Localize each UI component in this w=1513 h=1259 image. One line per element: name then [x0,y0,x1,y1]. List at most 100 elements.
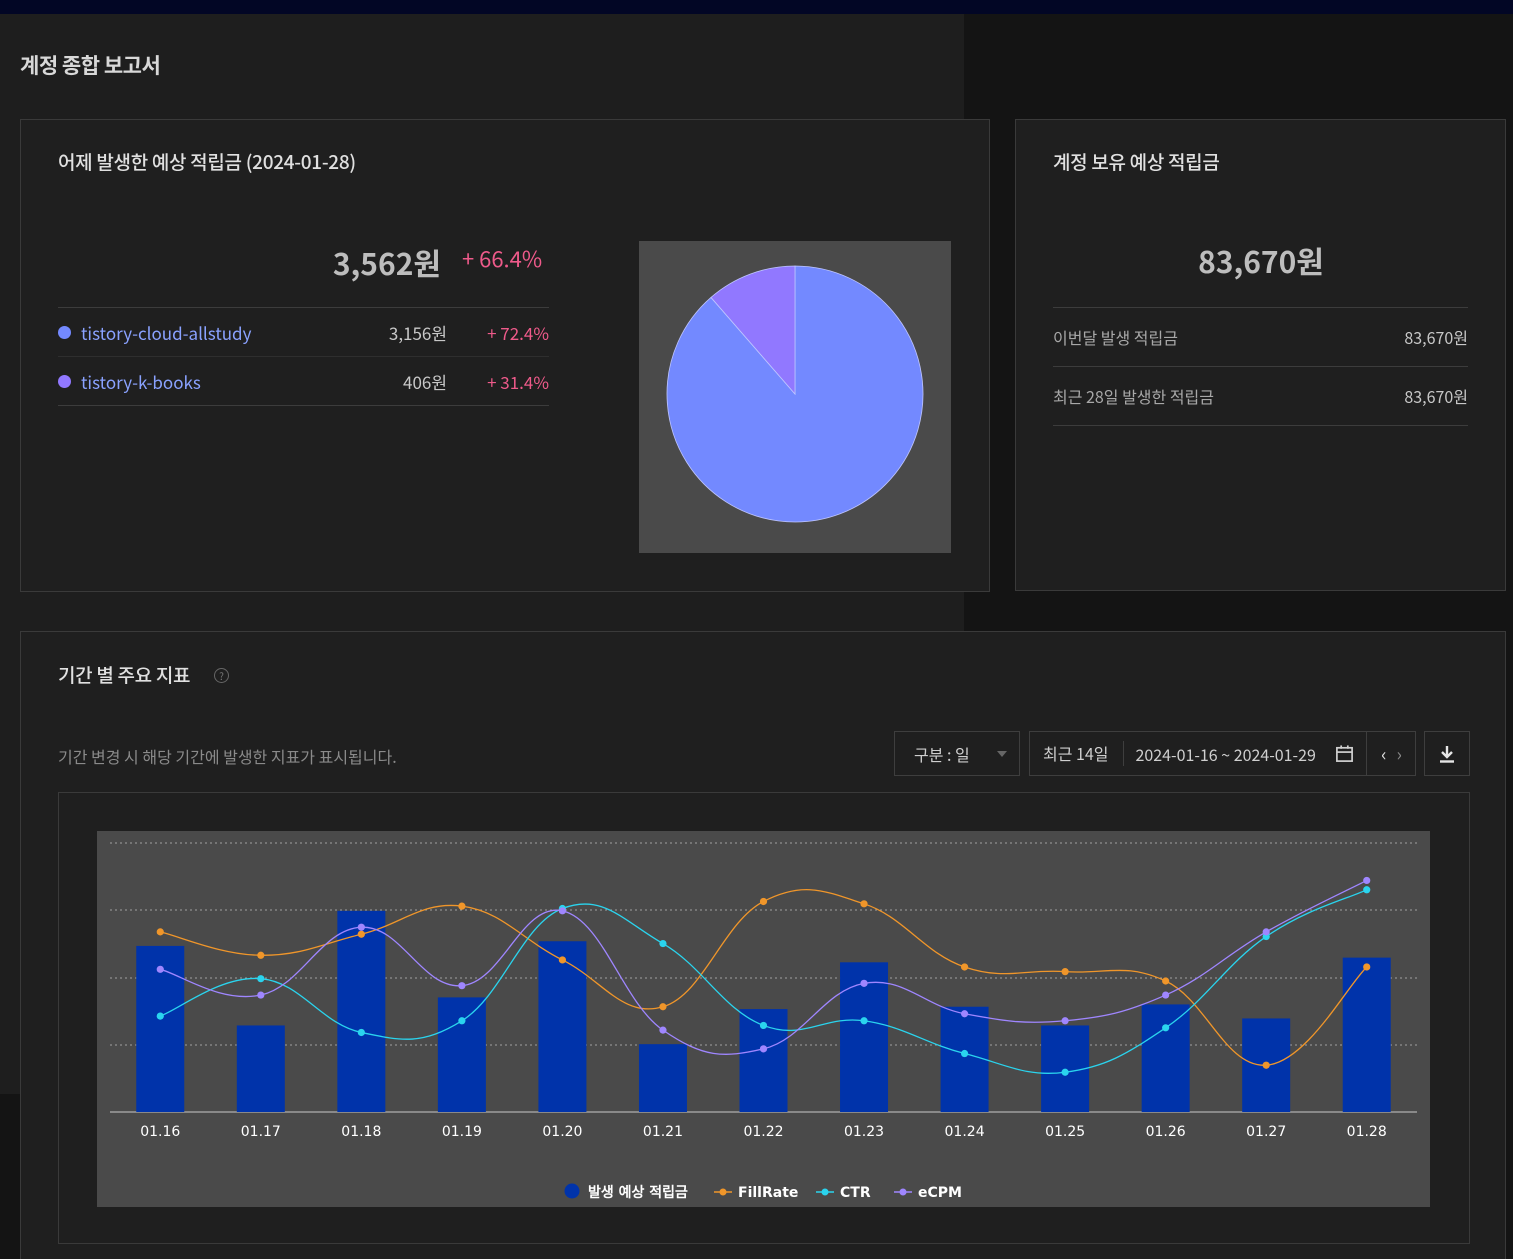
x-tick-label: 01.23 [844,1124,884,1140]
pie-slice[interactable] [710,265,796,396]
top-bar [0,0,1513,14]
x-tick-label: 01.27 [1246,1124,1286,1140]
series-point[interactable] [458,982,466,990]
chevron-right-icon[interactable]: › [1396,740,1402,767]
series-point[interactable] [860,1017,868,1025]
legend-label[interactable]: FillRate [738,1185,798,1201]
question-circle-icon[interactable]: ? [214,668,229,683]
page-title: 계정 종합 보고서 [20,50,161,80]
metrics-card-title: 기간 별 주요 지표 [58,661,191,688]
series-point[interactable] [659,1026,667,1034]
bar[interactable] [136,945,185,1112]
site-share-pie-chart [639,241,951,553]
site-change: + 31.4% [487,368,549,394]
metrics-chart-frame: 01.16 01.17 01.18 01.19 01.20 01.21 01.22 01.23… [58,792,1470,1244]
x-tick-label: 01.21 [643,1124,683,1140]
site-row[interactable]: tistory-k-books 406원 + 31.4% [58,357,549,405]
series-point[interactable] [1262,928,1270,936]
bar[interactable] [538,941,587,1112]
series-point[interactable] [659,1003,667,1011]
x-tick-label: 01.20 [542,1124,582,1140]
series-point[interactable] [1061,968,1069,976]
holding-row-label: 이번달 발생 적립금 [1053,325,1178,349]
holding-row-label: 최근 28일 발생한 적립금 [1053,384,1214,408]
holding-row-value: 83,670원 [1404,325,1468,349]
bar[interactable] [337,910,386,1112]
series-point[interactable] [1162,991,1170,999]
legend-label[interactable]: eCPM [918,1185,962,1201]
series-point[interactable] [1262,1061,1270,1069]
divider [1053,425,1468,426]
series-point[interactable] [156,928,164,936]
series-point[interactable] [257,991,265,999]
metrics-chart: 01.16 01.17 01.18 01.19 01.20 01.21 01.22 01.23… [97,831,1430,1207]
bar[interactable] [638,1044,687,1112]
site-name[interactable]: tistory-k-books [81,368,201,394]
granularity-value: 구분 : 일 [914,741,970,766]
series-point[interactable] [257,975,265,983]
x-tick-label: 01.18 [341,1124,381,1140]
series-point[interactable] [759,1045,768,1053]
site-row[interactable]: tistory-cloud-allstudy 3,156원 + 72.4% [58,308,549,356]
series-point[interactable] [156,1012,164,1020]
holding-row-value: 83,670원 [1404,384,1468,408]
calendar-icon[interactable] [1335,744,1354,763]
series-point[interactable] [860,979,868,987]
site-amount: 406원 [403,368,447,394]
range-preset[interactable]: 최근 14일 [1030,741,1124,766]
series-point[interactable] [1061,1017,1069,1025]
site-change: + 72.4% [487,319,549,345]
pie-svg [666,265,924,523]
chevron-left-icon[interactable]: ‹ [1381,740,1387,767]
series-point[interactable] [357,923,365,931]
series-point[interactable] [1363,886,1371,894]
series-point[interactable] [759,1021,768,1030]
site-name[interactable]: tistory-cloud-allstudy [81,319,252,345]
series-point[interactable] [1162,1024,1170,1032]
bar[interactable] [940,1006,989,1112]
legend-label[interactable]: CTR [840,1185,871,1201]
legend-label[interactable]: 발생 예상 적립금 [588,1184,688,1201]
series-point[interactable] [1363,963,1371,971]
date-range-picker[interactable]: 최근 14일 2024-01-16 ~ 2024-01-29 ‹ › [1029,731,1416,776]
range-dates[interactable]: 2024-01-16 ~ 2024-01-29 [1135,741,1316,766]
bar[interactable] [1141,1004,1190,1112]
series-point[interactable] [960,1049,969,1058]
series-point[interactable] [458,1017,466,1025]
series-point[interactable] [1061,1068,1069,1076]
legend-marker [564,1183,580,1199]
yesterday-earnings-card: 어제 발생한 예상 적립금 (2024-01-28) 3,562원 + 66.4… [20,119,990,592]
series-point[interactable] [960,963,969,971]
holding-row: 최근 28일 발생한 적립금 83,670원 [1053,367,1468,425]
series-point[interactable] [357,1028,365,1037]
series-point[interactable] [558,907,567,915]
series-point[interactable] [759,897,768,906]
divider [58,307,549,308]
legend-marker [821,1188,829,1196]
bar[interactable] [236,1025,285,1112]
x-tick-label: 01.25 [1045,1124,1085,1140]
series-point[interactable] [659,939,667,948]
legend-marker [719,1188,727,1196]
bar[interactable] [437,997,486,1112]
series-point[interactable] [458,902,466,910]
divider [1053,366,1468,367]
series-point[interactable] [960,1010,969,1018]
x-tick-label: 01.26 [1146,1124,1186,1140]
series-point[interactable] [1363,876,1371,885]
download-button[interactable] [1424,731,1470,776]
series-point[interactable] [558,956,567,964]
period-metrics-card: 기간 별 주요 지표 ? 기간 변경 시 해당 기간에 발생한 지표가 표시됩니… [20,631,1506,1259]
series-point[interactable] [860,900,868,908]
bar[interactable] [1342,957,1391,1112]
x-tick-label: 01.17 [241,1124,281,1140]
bar[interactable] [840,962,889,1112]
granularity-select[interactable]: 구분 : 일 [894,731,1020,776]
series-point[interactable] [156,965,164,973]
series-point[interactable] [1162,977,1170,985]
page-background-bottom [0,1094,20,1259]
legend-dot [58,325,71,339]
series-point[interactable] [357,930,365,938]
series-point[interactable] [257,951,265,959]
legend-marker [899,1188,907,1196]
